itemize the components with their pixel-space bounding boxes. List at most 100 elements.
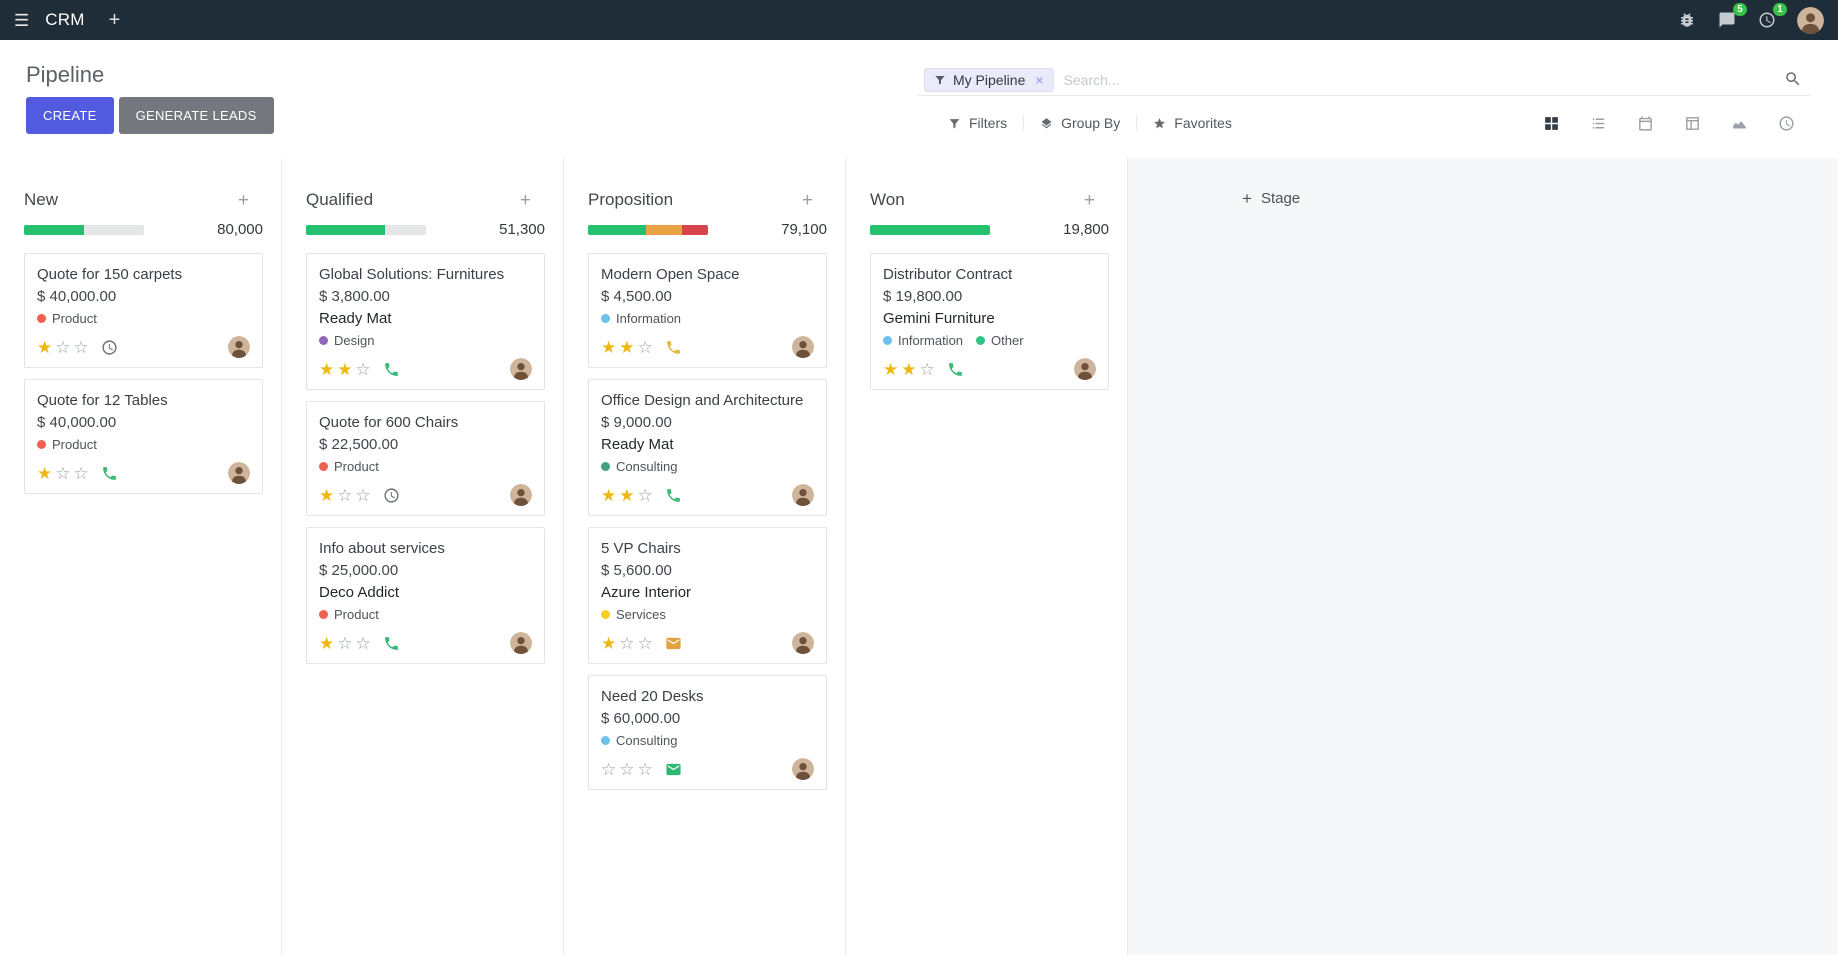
- column-progressbar[interactable]: [588, 224, 708, 235]
- generate-leads-button[interactable]: GENERATE LEADS: [118, 97, 274, 134]
- kanban-card[interactable]: 5 VP Chairs $ 5,600.00 Azure Interior Se…: [588, 527, 827, 664]
- salesperson-avatar[interactable]: [792, 632, 814, 654]
- kanban-card[interactable]: Distributor Contract $ 19,800.00 Gemini …: [870, 253, 1109, 390]
- salesperson-avatar[interactable]: [1074, 358, 1096, 380]
- column-title[interactable]: New: [24, 190, 59, 209]
- priority-star-icon[interactable]: ☆: [637, 337, 653, 357]
- kanban-card[interactable]: Office Design and Architecture $ 9,000.0…: [588, 379, 827, 516]
- salesperson-avatar[interactable]: [792, 336, 814, 358]
- priority-star-icon[interactable]: ☆: [355, 485, 371, 505]
- search-icon[interactable]: [1784, 70, 1804, 90]
- pivot-view-icon[interactable]: [1669, 107, 1716, 139]
- column-add-button[interactable]: +: [237, 189, 249, 211]
- phone-icon[interactable]: [665, 338, 684, 357]
- priority-star-icon[interactable]: ★: [319, 633, 335, 653]
- kanban-card[interactable]: Global Solutions: Furnitures $ 3,800.00 …: [306, 253, 545, 390]
- column-title[interactable]: Won: [870, 190, 905, 209]
- column-title[interactable]: Qualified: [306, 190, 374, 209]
- create-button[interactable]: CREATE: [26, 97, 114, 134]
- graph-view-icon[interactable]: [1716, 107, 1763, 139]
- priority-star-icon[interactable]: ☆: [637, 633, 653, 653]
- priority-star-icon[interactable]: ☆: [637, 759, 653, 779]
- nav-plus-icon[interactable]: +: [108, 9, 121, 31]
- priority-star-icon[interactable]: ☆: [55, 463, 71, 483]
- kanban-card[interactable]: Quote for 150 carpets $ 40,000.00 Produc…: [24, 253, 263, 368]
- priority-star-icon[interactable]: ★: [901, 359, 917, 379]
- clock-icon[interactable]: [383, 486, 402, 505]
- filters-menu[interactable]: Filters: [932, 115, 1023, 131]
- priority-star-icon[interactable]: ★: [37, 337, 53, 357]
- calendar-view-icon[interactable]: [1622, 107, 1669, 139]
- column-progressbar[interactable]: [870, 224, 990, 235]
- priority-star-icon[interactable]: ★: [319, 359, 335, 379]
- priority-star-icon[interactable]: ☆: [619, 759, 635, 779]
- clock-icon[interactable]: [101, 338, 120, 357]
- phone-icon[interactable]: [383, 634, 402, 653]
- progress-segment[interactable]: [870, 224, 990, 235]
- salesperson-avatar[interactable]: [228, 336, 250, 358]
- phone-icon[interactable]: [947, 360, 966, 379]
- priority-star-icon[interactable]: ☆: [73, 337, 89, 357]
- user-avatar[interactable]: [1797, 6, 1824, 34]
- priority-star-icon[interactable]: ★: [601, 633, 617, 653]
- search-bar[interactable]: My Pipeline ×: [918, 64, 1810, 96]
- salesperson-avatar[interactable]: [228, 462, 250, 484]
- priority-star-icon[interactable]: ★: [319, 485, 335, 505]
- debug-bug-icon[interactable]: [1677, 10, 1697, 30]
- column-add-button[interactable]: +: [1083, 189, 1095, 211]
- group-by-menu[interactable]: Group By: [1024, 115, 1136, 131]
- priority-star-icon[interactable]: ★: [601, 485, 617, 505]
- activities-clock-icon[interactable]: 1: [1757, 3, 1787, 30]
- column-title[interactable]: Proposition: [588, 190, 674, 209]
- progress-segment[interactable]: [645, 224, 682, 235]
- priority-star-icon[interactable]: ☆: [337, 485, 353, 505]
- priority-star-icon[interactable]: ☆: [55, 337, 71, 357]
- priority-star-icon[interactable]: ☆: [601, 759, 617, 779]
- priority-star-icon[interactable]: ☆: [337, 633, 353, 653]
- salesperson-avatar[interactable]: [792, 758, 814, 780]
- kanban-card[interactable]: Modern Open Space $ 4,500.00 Information…: [588, 253, 827, 368]
- priority-star-icon[interactable]: ☆: [73, 463, 89, 483]
- phone-icon[interactable]: [383, 360, 402, 379]
- salesperson-avatar[interactable]: [510, 632, 532, 654]
- kanban-card[interactable]: Info about services $ 25,000.00 Deco Add…: [306, 527, 545, 664]
- salesperson-avatar[interactable]: [510, 358, 532, 380]
- priority-star-icon[interactable]: ★: [37, 463, 53, 483]
- envelope-icon[interactable]: [665, 760, 684, 779]
- add-stage-button[interactable]: + Stage: [1242, 189, 1301, 208]
- envelope-icon[interactable]: [665, 634, 684, 653]
- priority-star-icon[interactable]: ★: [337, 359, 353, 379]
- column-add-button[interactable]: +: [801, 189, 813, 211]
- facet-remove-icon[interactable]: ×: [1035, 71, 1044, 88]
- priority-star-icon[interactable]: ☆: [355, 633, 371, 653]
- kanban-view-icon[interactable]: [1528, 107, 1575, 139]
- progress-segment[interactable]: [306, 224, 386, 235]
- salesperson-avatar[interactable]: [792, 484, 814, 506]
- kanban-card[interactable]: Quote for 12 Tables $ 40,000.00 Product …: [24, 379, 263, 494]
- priority-star-icon[interactable]: ★: [619, 485, 635, 505]
- apps-menu-icon[interactable]: ☰: [14, 10, 30, 30]
- priority-star-icon[interactable]: ☆: [637, 485, 653, 505]
- priority-star-icon[interactable]: ★: [883, 359, 899, 379]
- priority-star-icon[interactable]: ☆: [919, 359, 935, 379]
- progress-segment[interactable]: [588, 224, 646, 235]
- app-name[interactable]: CRM: [45, 10, 85, 29]
- activity-view-icon[interactable]: [1763, 107, 1810, 139]
- column-add-button[interactable]: +: [519, 189, 531, 211]
- priority-star-icon[interactable]: ★: [619, 337, 635, 357]
- phone-icon[interactable]: [101, 464, 120, 483]
- progress-segment[interactable]: [681, 224, 708, 235]
- column-progressbar[interactable]: [24, 224, 144, 235]
- priority-star-icon[interactable]: ★: [601, 337, 617, 357]
- priority-star-icon[interactable]: ☆: [355, 359, 371, 379]
- search-facet[interactable]: My Pipeline ×: [924, 67, 1054, 92]
- column-progressbar[interactable]: [306, 224, 426, 235]
- kanban-card[interactable]: Need 20 Desks $ 60,000.00 Consulting ☆ ☆ ☆: [588, 675, 827, 790]
- phone-icon[interactable]: [665, 486, 684, 505]
- salesperson-avatar[interactable]: [510, 484, 532, 506]
- list-view-icon[interactable]: [1575, 107, 1622, 139]
- kanban-card[interactable]: Quote for 600 Chairs $ 22,500.00 Product…: [306, 401, 545, 516]
- progress-segment[interactable]: [24, 224, 84, 235]
- priority-star-icon[interactable]: ☆: [619, 633, 635, 653]
- search-input[interactable]: [1063, 71, 1784, 88]
